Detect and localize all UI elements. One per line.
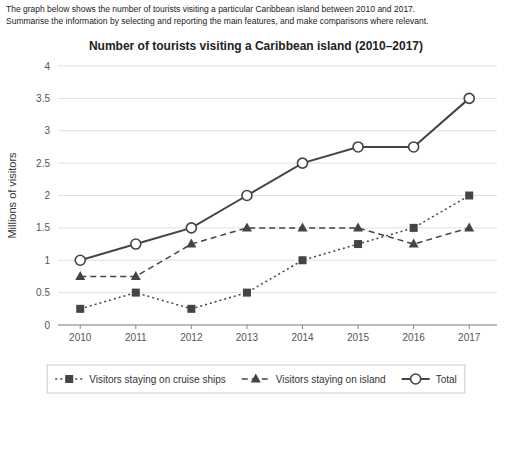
background — [0, 0, 512, 449]
point — [132, 289, 140, 297]
legend: Visitors staying on cruise ships Visitors… — [47, 365, 465, 393]
y-tick-label: 3.5 — [36, 93, 50, 104]
grid — [58, 66, 497, 325]
point — [299, 256, 307, 264]
y-tick-label: 3 — [44, 125, 50, 136]
point — [464, 222, 474, 231]
annotation: The graph below shows the number of tour… — [6, 4, 415, 14]
point — [131, 239, 141, 249]
legend-marker — [65, 375, 73, 383]
markers — [75, 93, 474, 312]
x-tick-label: 2014 — [291, 332, 314, 343]
annotation: Summarise the information by selecting a… — [6, 16, 428, 26]
legend-item: Visitors staying on island — [242, 374, 386, 385]
title: Number of tourists visiting a Caribbean … — [89, 39, 423, 53]
legend-marker — [251, 374, 261, 383]
point — [465, 192, 473, 200]
point — [354, 240, 362, 248]
series-line — [80, 98, 469, 260]
legend-label: Visitors staying on island — [276, 374, 386, 385]
y-tick-label: 1.5 — [36, 222, 50, 233]
point — [243, 289, 251, 297]
legend-marker — [411, 374, 421, 384]
point — [298, 222, 308, 231]
x-tick — [135, 325, 136, 329]
x-tick-label: 2012 — [180, 332, 203, 343]
point — [353, 142, 363, 152]
y-tick-label: 4 — [44, 61, 50, 72]
x-tick-label: 2015 — [347, 332, 370, 343]
y-tick-label: 0 — [44, 320, 50, 331]
x-tick — [302, 325, 303, 329]
point — [75, 255, 85, 265]
point — [298, 158, 308, 168]
point — [464, 93, 474, 103]
y-tick-label: 0.5 — [36, 287, 50, 298]
grid-line — [58, 325, 497, 326]
x-tick-label: 2016 — [403, 332, 426, 343]
grid-line — [58, 195, 497, 196]
point — [242, 222, 252, 231]
grid-line — [58, 260, 497, 261]
grid-line — [58, 292, 497, 293]
y-tick-label: 1 — [44, 255, 50, 266]
point — [131, 271, 141, 280]
point — [242, 191, 252, 201]
lines — [80, 98, 469, 308]
point — [76, 305, 84, 313]
series-line — [80, 228, 469, 277]
legend-item: Total — [402, 374, 457, 385]
x-tick-label: 2013 — [236, 332, 259, 343]
x-tick-label: 2011 — [125, 332, 147, 343]
x-tick — [246, 325, 247, 329]
x-axis-line — [58, 325, 497, 326]
chart: The graph below shows the number of tour… — [0, 0, 512, 449]
chart-container: The graph below shows the number of tour… — [0, 0, 512, 449]
y-tick-label: 2 — [44, 190, 50, 201]
x-tick — [413, 325, 414, 329]
legend-frame — [47, 365, 465, 393]
point — [353, 222, 363, 231]
x-tick — [80, 325, 81, 329]
point — [75, 271, 85, 280]
x-tick — [469, 325, 470, 329]
x-tick — [191, 325, 192, 329]
point — [187, 305, 195, 313]
legend-label: Visitors staying on cruise ships — [89, 374, 226, 385]
y-axis-label: Millions of visitors — [6, 152, 18, 239]
grid-line — [58, 66, 497, 67]
point — [410, 224, 418, 232]
point — [409, 239, 419, 248]
x-tick-label: 2010 — [69, 332, 92, 343]
legend-item: Visitors staying on cruise ships — [55, 374, 226, 385]
grid-line — [58, 98, 497, 99]
legend-label: Total — [436, 374, 457, 385]
x-tick-label: 2017 — [458, 332, 481, 343]
x-tick — [358, 325, 359, 329]
point — [186, 223, 196, 233]
point — [409, 142, 419, 152]
grid-line — [58, 163, 497, 164]
point — [186, 239, 196, 248]
series-line — [80, 196, 469, 309]
grid-line — [58, 227, 497, 228]
y-tick-label: 2.5 — [36, 158, 50, 169]
